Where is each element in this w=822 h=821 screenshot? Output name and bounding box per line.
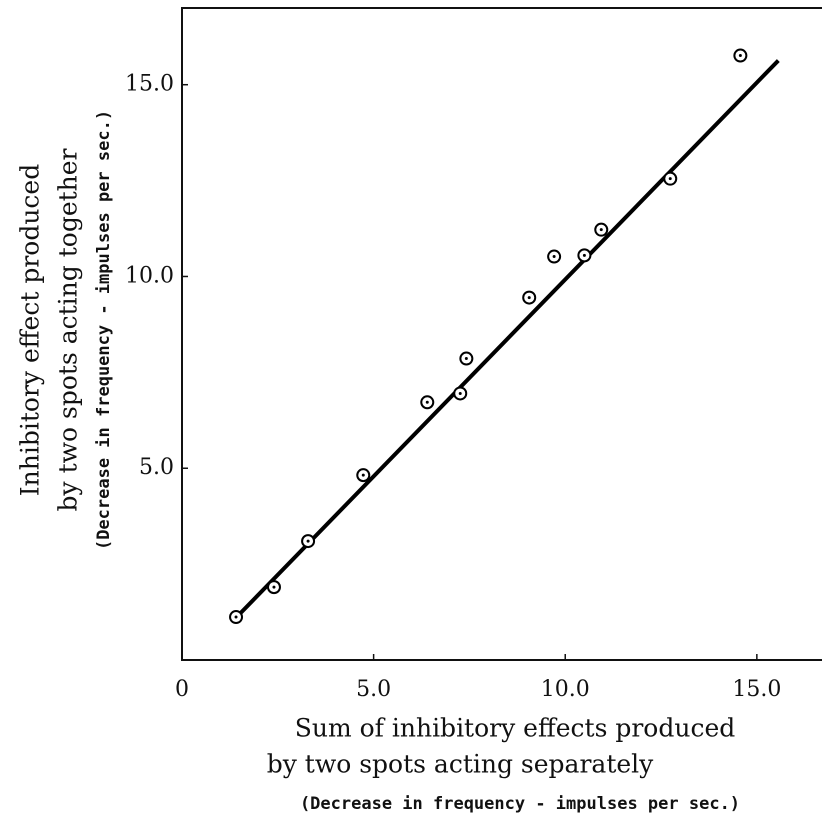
- point-center: [464, 357, 468, 361]
- x-axis-label: by two spots acting separately: [267, 750, 654, 779]
- y-axis-label: Inhibitory effect produced: [16, 164, 45, 496]
- x-axis-label: (Decrease in frequency - impulses per se…: [300, 794, 740, 814]
- point-center: [306, 539, 310, 543]
- point-center: [668, 177, 672, 181]
- x-tick-label: 10.0: [541, 677, 590, 702]
- point-center: [552, 255, 556, 259]
- point-center: [527, 296, 531, 300]
- y-tick-label: 15.0: [125, 72, 174, 97]
- point-center: [361, 473, 365, 477]
- fit-line: [230, 59, 780, 624]
- x-tick-label: 15.0: [732, 677, 781, 702]
- x-axis-label: Sum of inhibitory effects produced: [295, 714, 736, 743]
- point-center: [272, 585, 276, 589]
- point-center: [458, 391, 462, 395]
- x-tick-label: 0: [175, 677, 189, 702]
- point-center: [599, 228, 603, 232]
- point-center: [234, 615, 238, 619]
- axes: [181, 7, 822, 661]
- x-tick-label: 5.0: [356, 677, 391, 702]
- y-axis-label: (Decrease in frequency - impulses per se…: [94, 110, 114, 550]
- point-center: [738, 54, 742, 58]
- point-center: [582, 253, 586, 257]
- y-tick-label: 10.0: [125, 263, 174, 288]
- point-center: [425, 400, 429, 404]
- y-tick-label: 5.0: [139, 455, 174, 480]
- y-axis-label: by two spots acting together: [54, 148, 83, 511]
